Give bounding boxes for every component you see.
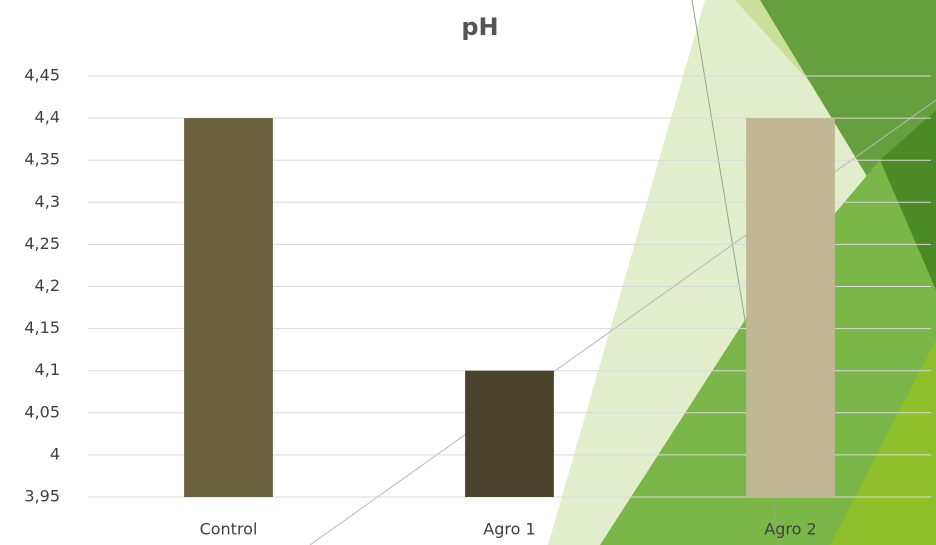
bar [184, 118, 273, 497]
background-decoration [309, 0, 936, 545]
x-tick-label: Agro 2 [764, 520, 816, 539]
chart-title: pH [461, 13, 498, 41]
y-tick-label: 4,4 [35, 108, 60, 127]
y-tick-label: 4,45 [24, 66, 60, 85]
bar [746, 118, 835, 497]
decor-triangle [880, 110, 936, 290]
y-tick-label: 4,2 [35, 276, 60, 295]
bar [465, 370, 554, 497]
x-tick-label: Agro 1 [483, 520, 535, 539]
y-tick-label: 4,15 [24, 318, 60, 337]
x-tick-label: Control [200, 520, 258, 539]
y-tick-label: 3,95 [24, 487, 60, 506]
y-tick-label: 4,35 [24, 150, 60, 169]
y-tick-label: 4,3 [35, 192, 60, 211]
decor-triangle [830, 340, 936, 545]
y-tick-label: 4,1 [35, 360, 60, 379]
y-tick-label: 4,25 [24, 234, 60, 253]
y-tick-label: 4 [50, 444, 60, 463]
y-tick-label: 4,05 [24, 402, 60, 421]
